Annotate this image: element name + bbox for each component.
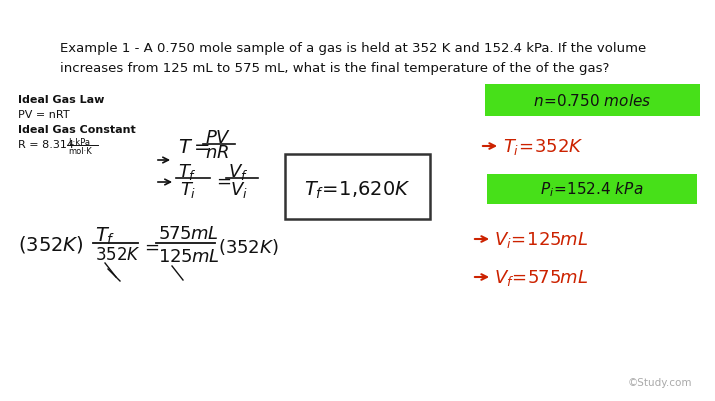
Text: $nR$: $nR$ — [205, 144, 230, 162]
Text: $V_i\!=\!125mL$: $V_i\!=\!125mL$ — [494, 229, 588, 249]
Text: $T_f$: $T_f$ — [178, 162, 197, 182]
Text: $T_i$: $T_i$ — [180, 180, 197, 200]
Text: L·kPa: L·kPa — [68, 138, 90, 147]
Text: Ideal Gas Law: Ideal Gas Law — [18, 95, 104, 105]
Bar — [285, 155, 430, 219]
Text: $=$: $=$ — [213, 172, 232, 190]
Text: increases from 125 mL to 575 mL, what is the final temperature of the of the gas: increases from 125 mL to 575 mL, what is… — [60, 62, 609, 75]
Text: $(352K)$: $(352K)$ — [218, 237, 279, 256]
Text: $=$: $=$ — [141, 237, 159, 255]
Text: R = 8.314: R = 8.314 — [18, 140, 74, 150]
Text: $T_f$: $T_f$ — [95, 225, 115, 246]
Text: $(352K)$: $(352K)$ — [18, 234, 84, 255]
Text: Example 1 - A 0.750 mole sample of a gas is held at 352 K and 152.4 kPa. If the : Example 1 - A 0.750 mole sample of a gas… — [60, 42, 646, 55]
Text: mol·K: mol·K — [68, 147, 92, 156]
Text: Ideal Gas Constant: Ideal Gas Constant — [18, 125, 136, 135]
Text: $P_i\!=\!152.4\ kPa$: $P_i\!=\!152.4\ kPa$ — [541, 180, 644, 199]
Text: $V_i$: $V_i$ — [230, 180, 248, 200]
Text: $n\!=\!0.750\ moles$: $n\!=\!0.750\ moles$ — [533, 93, 651, 109]
Text: $V_f$: $V_f$ — [228, 162, 248, 182]
Text: $T_f\!=\!1{,}620K$: $T_f\!=\!1{,}620K$ — [304, 179, 411, 200]
Text: $T=$: $T=$ — [178, 138, 210, 157]
Text: $125mL$: $125mL$ — [158, 247, 220, 265]
Text: $T_i\!=\!352K$: $T_i\!=\!352K$ — [503, 137, 583, 157]
Text: PV = nRT: PV = nRT — [18, 110, 69, 120]
Text: $PV$: $PV$ — [205, 129, 231, 147]
Text: $352K$: $352K$ — [95, 245, 141, 263]
Text: ©Study.com: ©Study.com — [628, 377, 692, 387]
Text: $V_f\!=\!575mL$: $V_f\!=\!575mL$ — [494, 267, 588, 287]
Bar — [485, 85, 700, 117]
Text: $575mL$: $575mL$ — [158, 225, 219, 242]
Bar — [487, 174, 697, 205]
